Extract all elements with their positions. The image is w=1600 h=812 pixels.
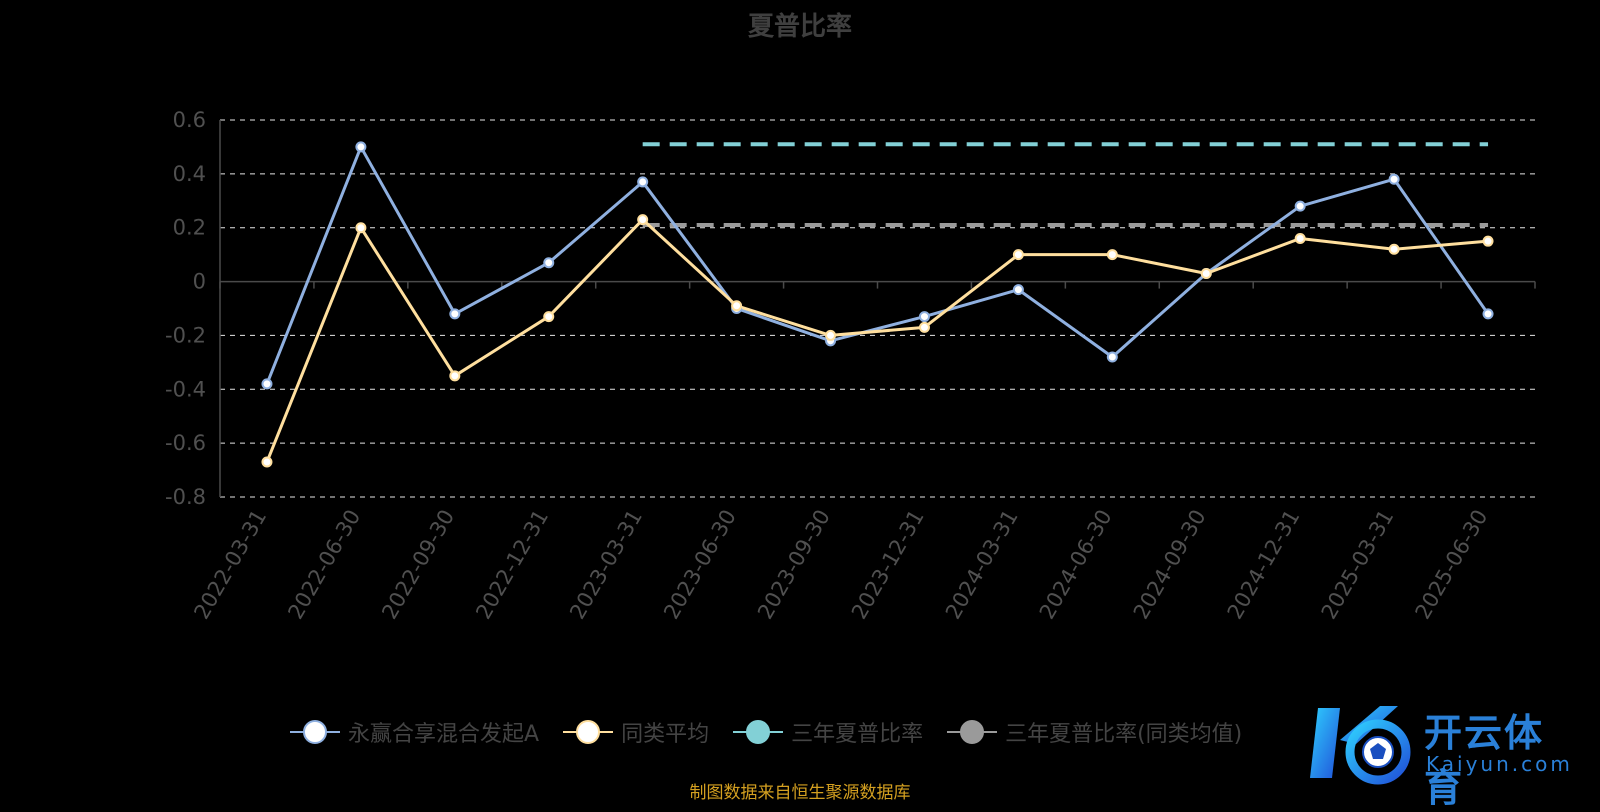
data-point [1388, 243, 1400, 255]
x-tick-label: 2024-03-31 [941, 505, 1023, 623]
y-tick-label: -0.6 [165, 431, 206, 455]
data-point [1012, 284, 1024, 296]
data-point [1012, 249, 1024, 261]
legend-label: 三年夏普比率 [791, 722, 924, 747]
series-line [265, 218, 1489, 463]
data-point [261, 456, 273, 468]
source-note: 制图数据来自恒生聚源数据库 [689, 783, 911, 803]
data-point [637, 214, 649, 226]
x-tick-label: 2024-06-30 [1035, 506, 1117, 624]
legend-swatch-icon [733, 720, 784, 744]
x-tick-label: 2023-03-31 [565, 506, 647, 624]
y-tick-label: 0.4 [173, 162, 206, 186]
x-tick-label: 2022-03-31 [189, 506, 271, 624]
data-point [1294, 200, 1306, 212]
legend-item[interactable]: 永赢合享混合发起A [290, 716, 539, 748]
data-point [355, 141, 367, 153]
x-tick-label: 2023-09-30 [753, 506, 835, 624]
y-tick-label: 0.6 [173, 108, 206, 132]
data-point [543, 311, 555, 323]
data-point [1482, 308, 1494, 320]
logo-text-en: Kaiyun.com [1426, 752, 1573, 776]
x-tick-label: 2022-12-31 [471, 506, 553, 624]
legend-item[interactable]: 三年夏普比率(同类均值) [947, 716, 1242, 748]
x-tick-label: 2024-09-30 [1129, 506, 1211, 624]
legend-item[interactable]: 同类平均 [563, 716, 709, 748]
legend-swatch-icon [947, 720, 998, 744]
y-tick-label: -0.8 [165, 485, 206, 509]
data-point [543, 257, 555, 269]
y-tick-label: -0.4 [165, 377, 206, 401]
data-point [918, 321, 930, 333]
legend-label: 永赢合享混合发起A [348, 722, 540, 747]
x-tick-label: 2022-06-30 [283, 506, 365, 624]
y-tick-label: 0.2 [173, 216, 206, 240]
data-point [731, 300, 743, 312]
legend-swatch-icon [290, 720, 340, 744]
legend-swatch-icon [563, 720, 614, 744]
data-point [1106, 351, 1118, 363]
x-tick-label: 2022-09-30 [377, 505, 459, 623]
x-tick-label: 2023-12-31 [847, 506, 929, 624]
legend-item[interactable]: 三年夏普比率 [733, 716, 923, 748]
data-point [1200, 267, 1212, 279]
data-point [449, 308, 461, 320]
data-point [1388, 173, 1400, 185]
legend-label: 三年夏普比率(同类均值) [1005, 722, 1243, 747]
series-line [265, 145, 1490, 385]
x-tick-label: 2025-06-30 [1411, 506, 1493, 624]
chart-legend: 永赢合享混合发起A 同类平均 三年夏普比率 三年夏普比率(同类均值) [290, 717, 1242, 747]
data-point [918, 311, 930, 323]
chart-title: 夏普比率 [747, 12, 852, 42]
legend-label: 同类平均 [621, 722, 710, 747]
data-point [1482, 235, 1494, 247]
data-point [1106, 249, 1118, 261]
y-tick-label: 0 [193, 270, 206, 294]
x-tick-label: 2023-06-30 [659, 506, 741, 624]
data-point [825, 329, 837, 341]
y-tick-label: -0.2 [165, 323, 206, 347]
x-tick-label: 2024-12-31 [1223, 506, 1305, 624]
data-point [1294, 232, 1306, 244]
data-point [637, 176, 649, 188]
soccer-ball-logo-icon [1310, 706, 1411, 785]
data-point [449, 370, 461, 382]
data-point [355, 222, 367, 234]
data-point [261, 378, 273, 390]
x-tick-label: 2025-03-31 [1317, 506, 1399, 624]
kaiyun-logo: 开云体育 Kaiyun.com [1310, 700, 1580, 810]
